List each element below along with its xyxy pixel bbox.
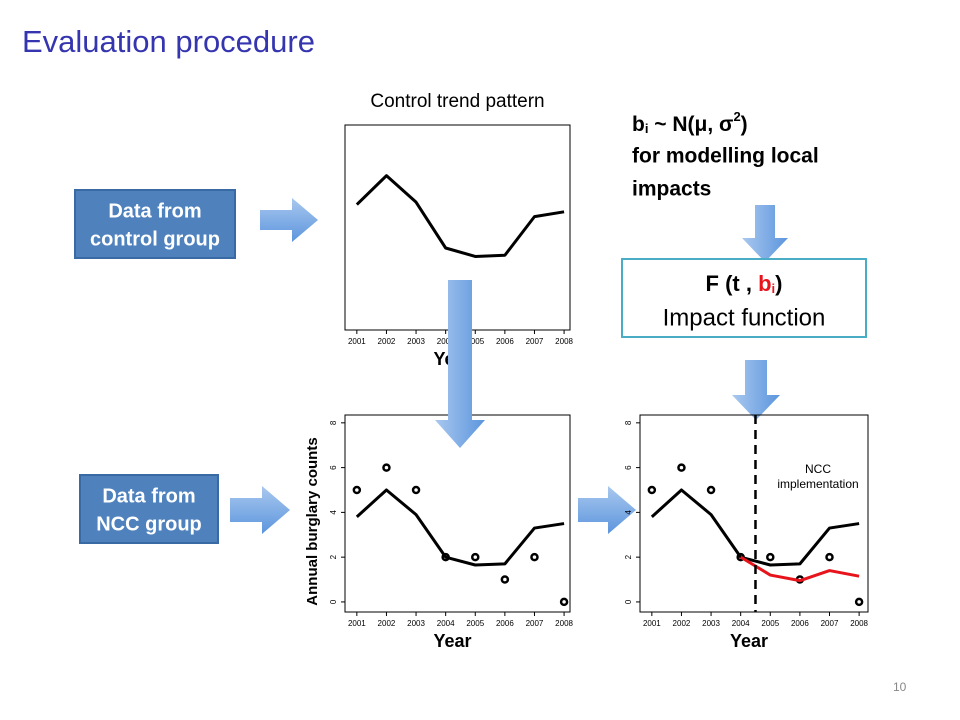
trend-line: [355, 174, 565, 258]
chart: 2001 2002 2003 2004 2005 2006 2007 2008 0 2 4 6 8 Yea…: [304, 414, 574, 651]
data-point: [677, 463, 686, 472]
data-point: [647, 485, 657, 495]
x-tick-label: 2008: [850, 619, 868, 628]
trend-line: [355, 488, 565, 567]
arrow: [435, 280, 485, 448]
chart: 2001 2002 2003 2004 2005 2006 2007 2008 0 2 4 6 8 Yea…: [624, 414, 869, 651]
data-point: [559, 597, 569, 607]
arrow: [260, 198, 318, 242]
annotation: implementation: [777, 477, 858, 491]
x-axis-label: Year: [433, 631, 471, 651]
data-point: [411, 485, 421, 495]
x-tick-label: 2006: [496, 337, 514, 346]
y-tick-label: 4: [624, 510, 633, 515]
y-tick-label: 6: [329, 465, 338, 470]
data-point: [530, 552, 539, 562]
page-number: 10: [893, 680, 907, 694]
x-axis-label: Year: [730, 631, 768, 651]
control-box-line: Data from: [108, 200, 201, 222]
y-tick-label: 8: [329, 420, 338, 425]
x-tick-label: 2002: [378, 619, 396, 628]
annotation: NCC: [805, 462, 831, 476]
data-point: [471, 552, 480, 562]
y-tick-label: 8: [624, 420, 633, 425]
x-tick-label: 2007: [526, 619, 544, 628]
ncc-box-line: NCC group: [96, 513, 202, 535]
x-tick-label: 2007: [526, 337, 544, 346]
x-tick-label: 2006: [791, 619, 809, 628]
ncc-box-line: Data from: [102, 485, 195, 507]
impact-formula: F (t , bi): [706, 271, 783, 297]
y-axis-label: Annual burglary counts: [304, 437, 321, 605]
x-tick-label: 2003: [407, 619, 425, 628]
chart-title: Control trend pattern: [370, 91, 544, 112]
y-tick-label: 0: [329, 599, 338, 604]
x-tick-label: 2004: [437, 337, 455, 346]
x-tick-label: 2006: [496, 619, 514, 628]
x-tick-label: 2002: [378, 337, 396, 346]
data-point: [352, 485, 362, 495]
data-point: [500, 575, 510, 584]
y-tick-label: 0: [624, 599, 633, 604]
x-tick-label: 2008: [555, 619, 573, 628]
x-tick-label: 2007: [821, 619, 839, 628]
y-tick-label: 2: [624, 554, 633, 559]
model-note: bi ~ N(μ, σ2): [632, 109, 748, 136]
arrow: [578, 486, 636, 534]
y-tick-label: 6: [624, 465, 633, 470]
arrow: [742, 205, 788, 262]
impact-label: Impact function: [663, 304, 826, 331]
data-point: [854, 597, 864, 607]
impact-box: [621, 258, 867, 338]
x-tick-label: 2002: [673, 619, 691, 628]
trend-line: [650, 488, 860, 567]
control-box-line: control group: [90, 228, 220, 250]
x-tick-label: 2004: [437, 619, 455, 628]
data-point: [766, 552, 775, 562]
x-tick-label: 2001: [348, 619, 366, 628]
plot-frame: [639, 414, 869, 613]
y-tick-label: 2: [329, 554, 338, 559]
model-note-line: impacts: [632, 178, 711, 201]
trend-line: [739, 555, 860, 583]
x-tick-label: 2005: [761, 619, 779, 628]
x-tick-label: 2003: [407, 337, 425, 346]
arrow: [732, 360, 780, 420]
x-tick-label: 2008: [555, 337, 573, 346]
x-tick-label: 2005: [466, 619, 484, 628]
y-tick-label: 4: [329, 510, 338, 515]
ncc-box: [79, 474, 219, 544]
x-tick-label: 2001: [643, 619, 661, 628]
x-tick-label: 2004: [732, 619, 750, 628]
control-box: [74, 189, 236, 259]
x-tick-label: 2001: [348, 337, 366, 346]
x-tick-label: 2003: [702, 619, 720, 628]
slide-title: Evaluation procedure: [22, 24, 315, 59]
model-note-line: for modelling local: [632, 145, 819, 168]
x-tick-label: 2005: [466, 337, 484, 346]
data-point: [825, 552, 834, 562]
data-point: [706, 485, 716, 495]
chart: Control trend pattern 2001 2002 2003 2004 200…: [344, 91, 574, 369]
arrow: [230, 486, 290, 534]
data-point: [382, 463, 391, 472]
